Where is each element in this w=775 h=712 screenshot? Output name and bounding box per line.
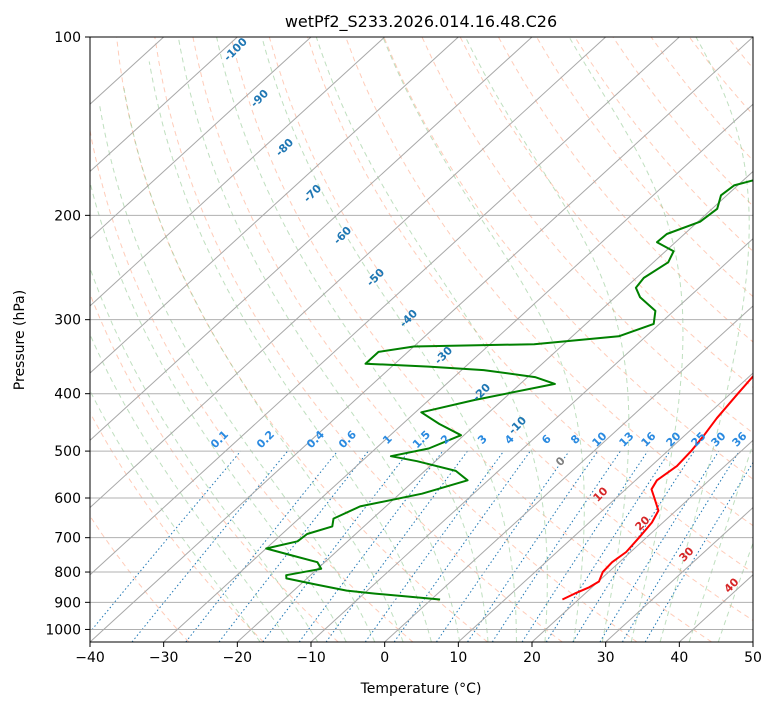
x-tick-label: −40 <box>75 650 105 666</box>
x-tick-label: 0 <box>380 650 389 666</box>
y-tick-label: 400 <box>54 387 81 403</box>
y-tick-label: 500 <box>54 444 81 460</box>
x-tick-label: −10 <box>296 650 326 666</box>
x-axis-label: Temperature (°C) <box>360 681 482 697</box>
x-tick-label: −20 <box>223 650 253 666</box>
y-tick-label: 800 <box>54 565 81 581</box>
y-tick-label: 1000 <box>45 622 81 638</box>
y-tick-label: 700 <box>54 531 81 547</box>
x-tick-label: 30 <box>597 650 615 666</box>
y-tick-label: 100 <box>54 30 81 46</box>
y-tick-label: 900 <box>54 595 81 611</box>
x-tick-label: 50 <box>744 650 762 666</box>
y-tick-label: 300 <box>54 313 81 329</box>
x-tick-label: −30 <box>149 650 179 666</box>
chart-title: wetPf2_S233.2026.014.16.48.C26 <box>285 12 557 32</box>
y-tick-label: 600 <box>54 491 81 507</box>
x-tick-label: 40 <box>670 650 688 666</box>
x-tick-label: 10 <box>449 650 467 666</box>
y-tick-label: 200 <box>54 208 81 224</box>
x-tick-label: 20 <box>523 650 541 666</box>
y-axis-label: Pressure (hPa) <box>12 290 28 390</box>
